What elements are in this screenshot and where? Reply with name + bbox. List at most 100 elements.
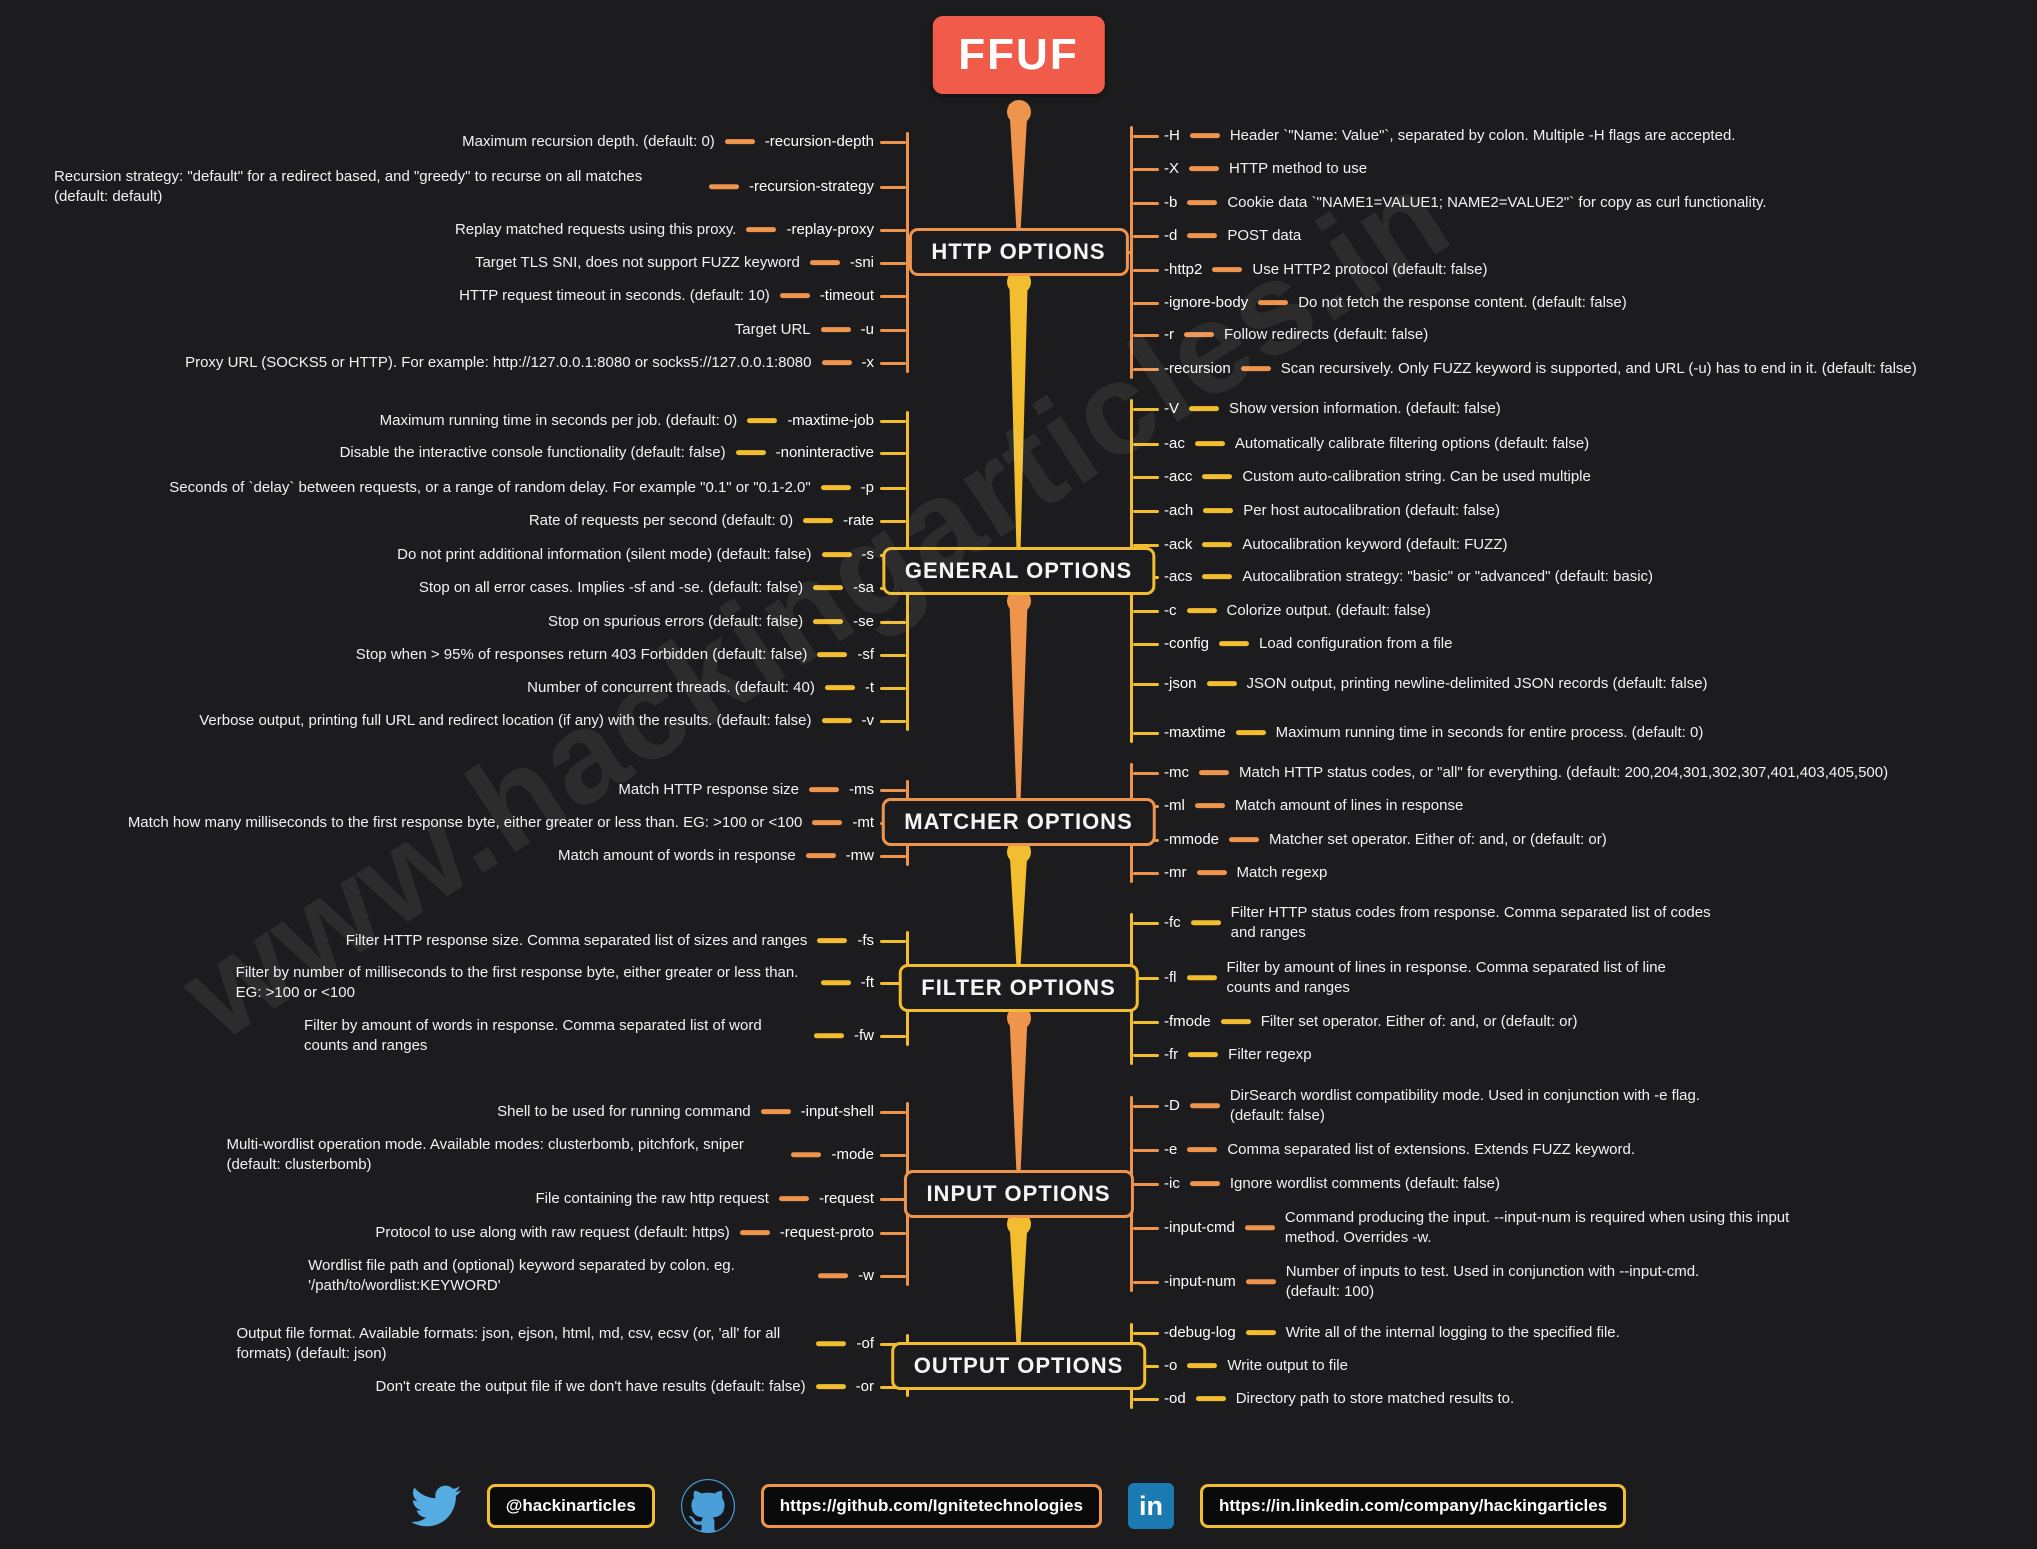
- dash-connector-icon: [1195, 1396, 1226, 1402]
- option-description: Stop when > 95% of responses return 403 …: [355, 646, 808, 664]
- option-flag: -rate: [843, 512, 874, 530]
- option-row-http-options--recursion-strategy: Recursion strategy: "default" for a redi…: [54, 167, 874, 207]
- option-row-http-options--http2: -http2 Use HTTP2 protocol (default: false…: [1164, 260, 1487, 280]
- option-row-http-options--r: -r Follow redirects (default: false): [1164, 325, 1428, 345]
- option-flag: -input-num: [1164, 1273, 1236, 1291]
- option-row-general-options--ac: -ac Automatically calibrate filtering opt…: [1164, 434, 1589, 454]
- option-row-input-options--D: -D DirSearch wordlist compatibility mode.…: [1164, 1086, 1720, 1126]
- option-flag: -config: [1164, 635, 1210, 653]
- twitter-handle-box[interactable]: @hackinarticles: [486, 1484, 655, 1528]
- dash-connector-icon: [805, 853, 836, 859]
- option-row-input-options--input-num: -input-num Number of inputs to test. Used…: [1164, 1262, 1741, 1302]
- bracket-tick: [880, 1035, 906, 1038]
- option-row-matcher-options--ms: Match HTTP response size -ms: [618, 780, 874, 800]
- option-flag: -fc: [1164, 914, 1181, 932]
- dash-connector-icon: [803, 518, 834, 524]
- option-flag: -maxtime: [1164, 724, 1226, 742]
- option-row-general-options--rate: Rate of requests per second (default: 0)…: [529, 511, 874, 531]
- option-description: Target TLS SNI, does not support FUZZ ke…: [474, 254, 800, 272]
- dash-connector-icon: [1245, 1279, 1276, 1285]
- dash-connector-icon: [820, 980, 851, 986]
- option-flag: -timeout: [819, 287, 874, 305]
- dash-connector-icon: [817, 652, 848, 658]
- bracket-tick: [1133, 922, 1159, 925]
- bracket-tick: [1133, 476, 1159, 479]
- option-description: POST data: [1227, 227, 1302, 245]
- dash-connector-icon: [1258, 300, 1289, 306]
- section-label: MATCHER OPTIONS: [904, 809, 1133, 834]
- trunk-connector: [1009, 1010, 1028, 1172]
- bracket-tick: [880, 982, 906, 985]
- bracket-tick: [1133, 643, 1159, 646]
- bracket-tick: [880, 329, 906, 332]
- dash-connector-icon: [1235, 730, 1266, 736]
- option-row-http-options--d: -d POST data: [1164, 226, 1301, 246]
- bracket-tick: [880, 1198, 906, 1201]
- dash-connector-icon: [791, 1152, 822, 1158]
- dash-connector-icon: [1189, 1181, 1220, 1187]
- option-flag: -request: [818, 1190, 874, 1208]
- option-flag: -debug-log: [1164, 1324, 1236, 1342]
- option-description: Seconds of `delay` between requests, or …: [169, 479, 811, 497]
- option-description: Match how many milliseconds to the first…: [127, 814, 803, 832]
- option-flag: -ach: [1164, 502, 1194, 520]
- section-node-http-options: HTTP OPTIONS: [908, 228, 1129, 276]
- option-description: Number of concurrent threads. (default: …: [527, 679, 815, 697]
- dash-connector-icon: [812, 820, 843, 826]
- option-row-general-options--acs: -acs Autocalibration strategy: "basic" or…: [1164, 567, 1653, 587]
- bracket-tick: [880, 520, 906, 523]
- option-row-general-options--sa: Stop on all error cases. Implies -sf and…: [419, 578, 874, 598]
- bracket-tick: [880, 855, 906, 858]
- option-description: Output file format. Available formats: j…: [236, 1325, 781, 1362]
- github-url-box[interactable]: https://github.com/Ignitetechnologies: [760, 1484, 1102, 1528]
- bracket-tick: [880, 940, 906, 943]
- option-row-filter-options--fl: -fl Filter by amount of lines in response…: [1164, 958, 1712, 998]
- option-row-general-options--s: Do not print additional information (sil…: [397, 545, 874, 565]
- section-label: GENERAL OPTIONS: [904, 558, 1133, 583]
- dash-connector-icon: [821, 718, 852, 724]
- option-flag: -http2: [1164, 261, 1203, 279]
- option-description: Wordlist file path and (optional) keywor…: [308, 1257, 735, 1294]
- option-flag: -d: [1164, 227, 1178, 245]
- option-flag: -fl: [1164, 969, 1177, 987]
- bracket-tick: [880, 452, 906, 455]
- option-description: Filter HTTP response size. Comma separat…: [345, 932, 808, 950]
- linkedin-url-box[interactable]: https://in.linkedin.com/company/hackinga…: [1199, 1484, 1627, 1528]
- option-flag: -b: [1164, 194, 1178, 212]
- bracket-tick: [1133, 544, 1159, 547]
- option-flag: -t: [864, 679, 874, 697]
- bracket-tick: [1133, 1021, 1159, 1024]
- dash-connector-icon: [820, 485, 851, 491]
- twitter-icon[interactable]: [410, 1481, 461, 1531]
- dash-connector-icon: [1196, 870, 1227, 876]
- github-icon[interactable]: [680, 1479, 735, 1533]
- option-flag: -sni: [849, 254, 874, 272]
- option-description: Recursion strategy: "default" for a redi…: [53, 168, 643, 205]
- option-description: Scan recursively. Only FUZZ keyword is s…: [1280, 360, 1917, 378]
- option-row-general-options--ack: -ack Autocalibration keyword (default: FU…: [1164, 535, 1507, 555]
- option-description: Filter by amount of lines in response. C…: [1226, 959, 1666, 996]
- option-description: Command producing the input. --input-num…: [1284, 1209, 1790, 1246]
- option-flag: -recursion: [1164, 360, 1231, 378]
- option-flag: -ic: [1164, 1175, 1180, 1193]
- option-flag: -mt: [852, 814, 874, 832]
- option-row-matcher-options--mw: Match amount of words in response -mw: [558, 846, 874, 866]
- dash-connector-icon: [735, 450, 766, 456]
- dash-connector-icon: [1202, 574, 1233, 580]
- bracket-tick: [880, 1232, 906, 1235]
- option-flag: -ack: [1164, 536, 1193, 554]
- option-description: Don't create the output file if we don't…: [375, 1378, 806, 1396]
- option-row-input-options--w: Wordlist file path and (optional) keywor…: [308, 1256, 874, 1296]
- dash-connector-icon: [1199, 770, 1229, 776]
- dash-connector-icon: [779, 293, 810, 299]
- dash-connector-icon: [1188, 1052, 1219, 1058]
- option-flag: -acs: [1164, 568, 1193, 586]
- bracket-tick: [1133, 1149, 1159, 1152]
- bracket-tick: [880, 295, 906, 298]
- option-flag: -mr: [1164, 864, 1187, 882]
- linkedin-icon[interactable]: in: [1127, 1483, 1174, 1529]
- option-flag: -v: [861, 712, 875, 730]
- option-row-matcher-options--mt: Match how many milliseconds to the first…: [128, 813, 874, 833]
- option-flag: -recursion-strategy: [748, 178, 874, 196]
- option-flag: -input-shell: [800, 1103, 874, 1121]
